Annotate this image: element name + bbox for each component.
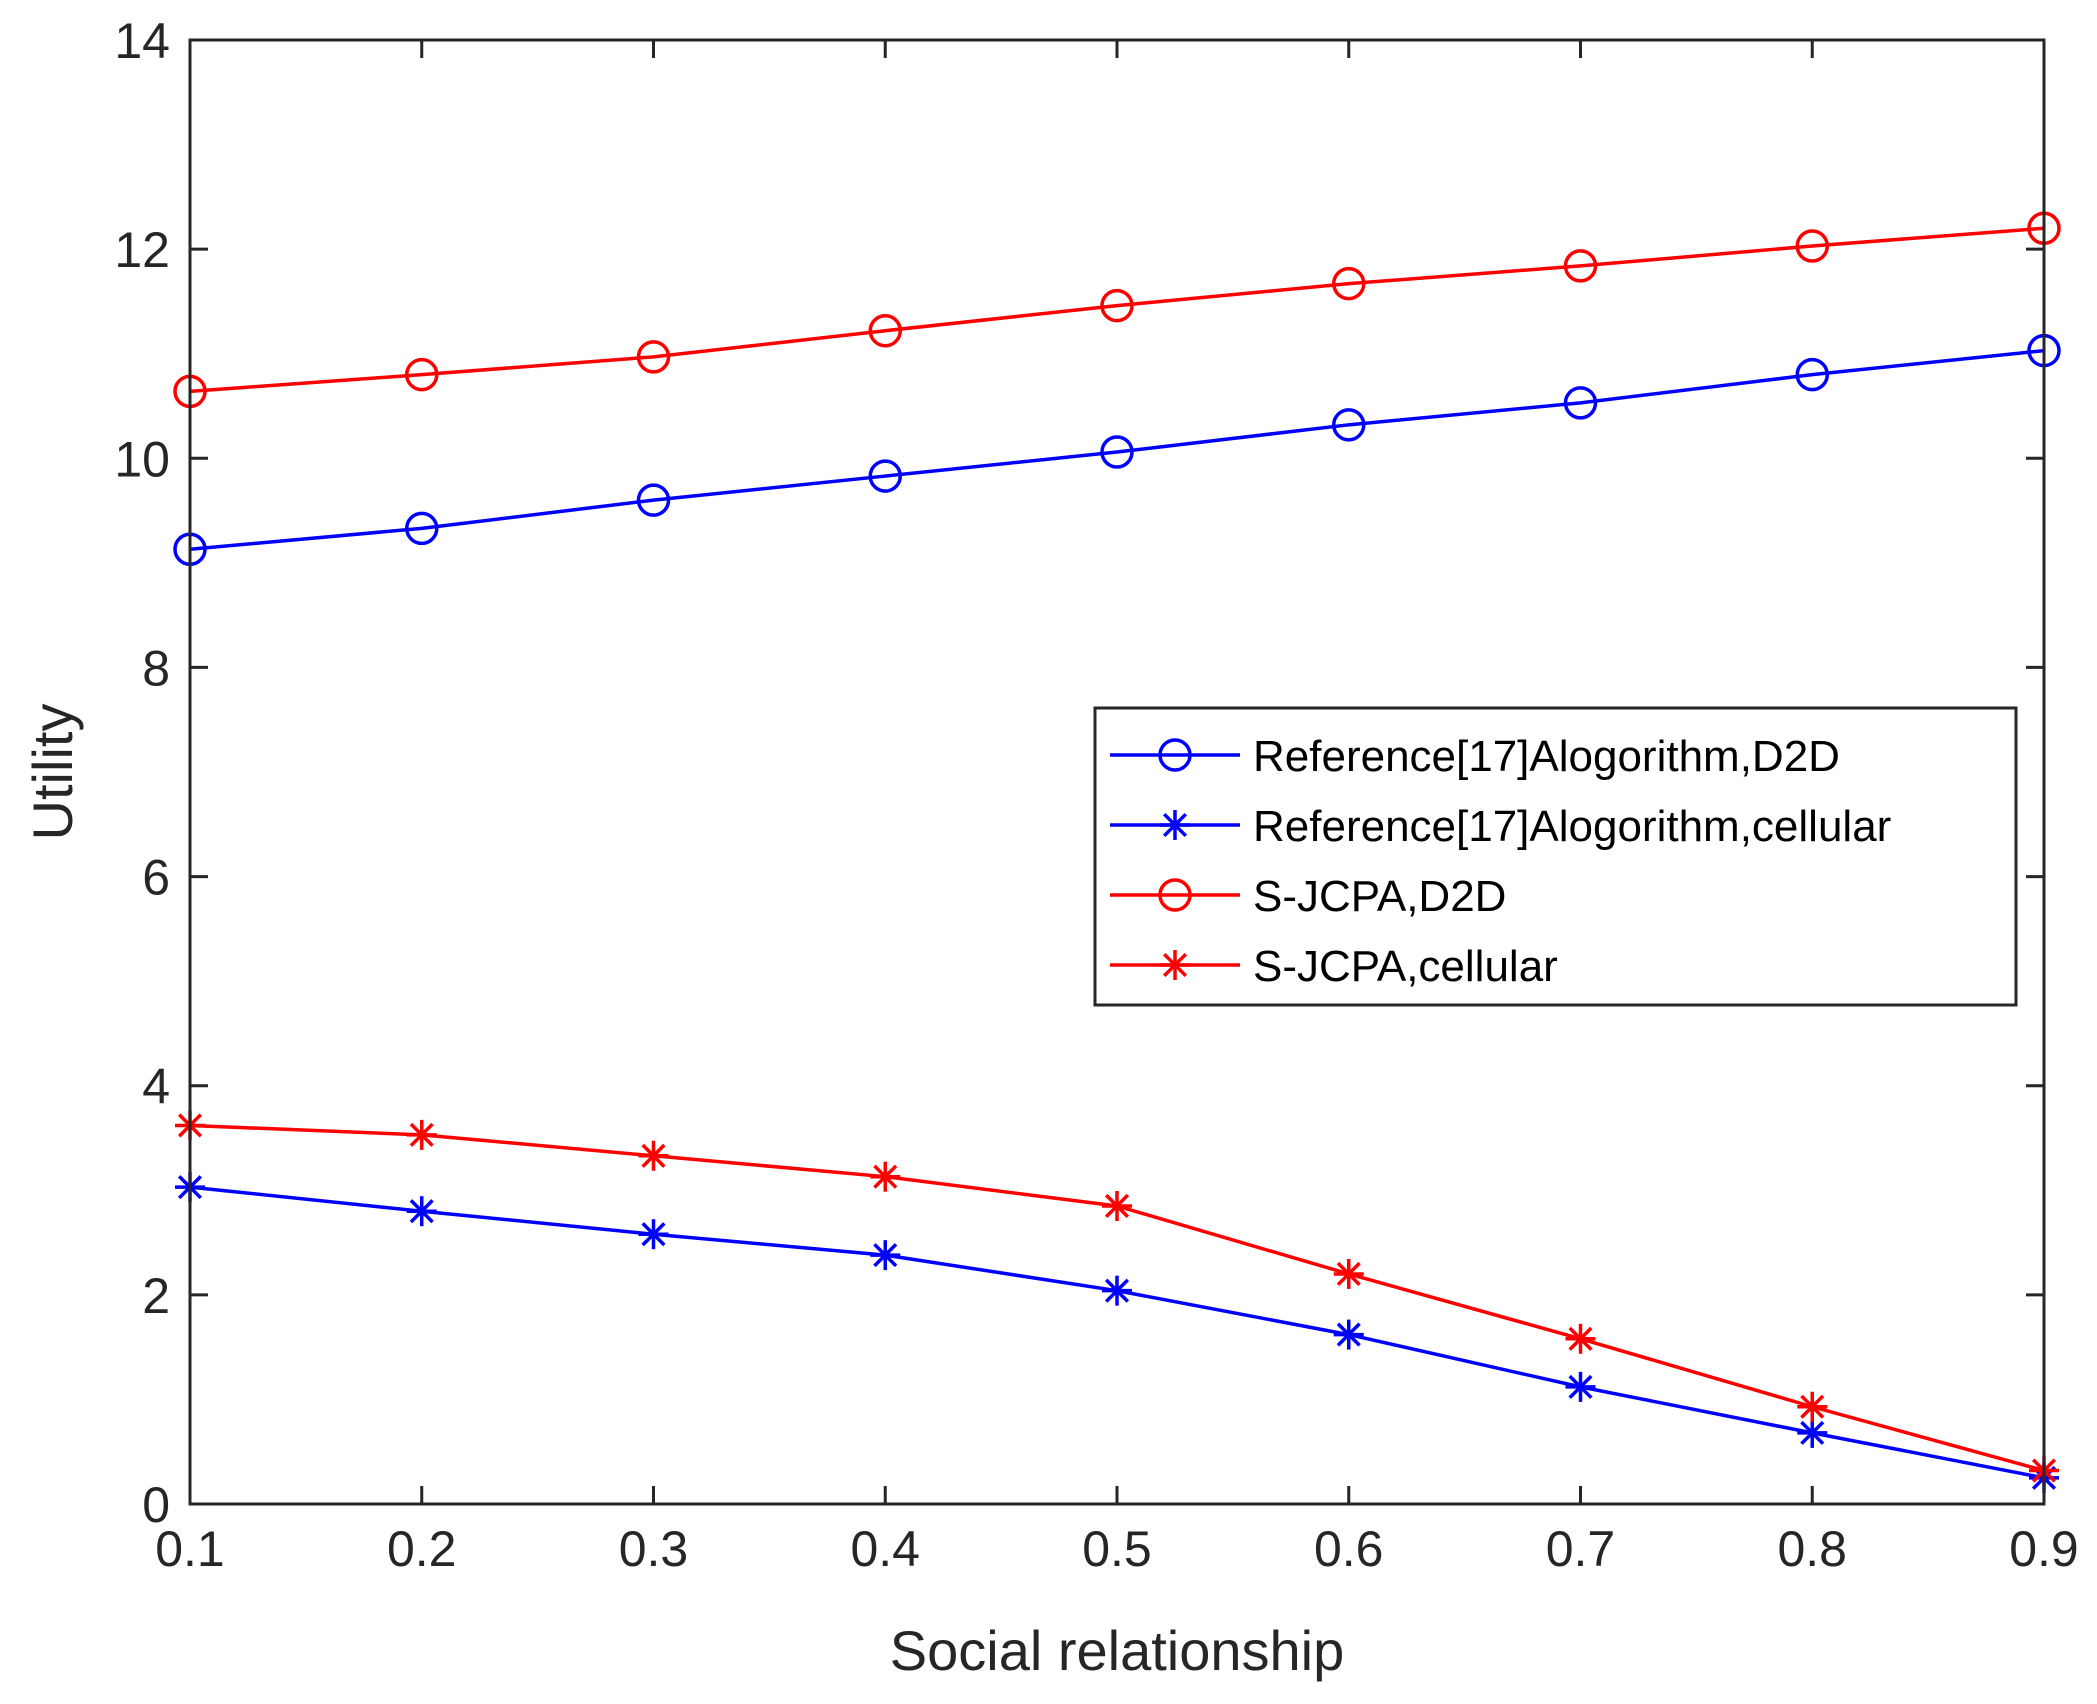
series-3-point-3 xyxy=(636,340,671,374)
series-4-point-6 xyxy=(1333,1258,1364,1289)
legend-label-3: S-JCPA,D2D xyxy=(1253,872,1506,921)
y-tick-label-1: 0 xyxy=(142,1477,170,1533)
series-2-point-3 xyxy=(638,1219,669,1250)
series-3-point-6 xyxy=(1332,266,1366,301)
y-tick-label-4: 6 xyxy=(142,850,170,906)
y-tick-label-7: 12 xyxy=(114,222,170,278)
x-tick-label-9: 0.9 xyxy=(2009,1521,2079,1577)
y-tick-label-8: 14 xyxy=(114,13,170,69)
series-4-point-7 xyxy=(1565,1323,1596,1354)
legend-item-2: Reference[17]Alogorithm,cellular xyxy=(1110,802,1891,851)
series-2 xyxy=(175,1172,2059,1493)
y-tick-label-6: 10 xyxy=(114,431,170,487)
y-tick-label-2: 2 xyxy=(142,1268,170,1324)
x-tick-label-2: 0.2 xyxy=(387,1521,457,1577)
legend-marker-3 xyxy=(1158,878,1192,912)
series-2-point-2 xyxy=(406,1196,437,1227)
series-4-point-8 xyxy=(1797,1391,1828,1422)
legend-item-1: Reference[17]Alogorithm,D2D xyxy=(1110,732,1840,781)
series-3-point-7 xyxy=(1563,249,1598,283)
y-tick-label-3: 4 xyxy=(142,1059,170,1115)
series-layer xyxy=(173,211,2061,1493)
legend-marker-4 xyxy=(1160,950,1190,980)
series-1-point-3 xyxy=(636,483,671,517)
series-4-point-2 xyxy=(406,1119,437,1150)
series-1-point-6 xyxy=(1332,408,1366,442)
legend-label-4: S-JCPA,cellular xyxy=(1253,942,1558,991)
x-tick-label-5: 0.5 xyxy=(1082,1521,1152,1577)
series-3 xyxy=(173,211,2061,409)
series-4-point-4 xyxy=(870,1161,901,1192)
x-axis-label: Social relationship xyxy=(890,1619,1344,1682)
legend-marker-1 xyxy=(1158,738,1192,772)
series-1-point-8 xyxy=(1795,357,1829,392)
series-1-point-5 xyxy=(1100,435,1134,469)
legend-item-3: S-JCPA,D2D xyxy=(1110,872,1506,921)
series-3-point-2 xyxy=(405,357,439,392)
y-tick-label-5: 8 xyxy=(142,640,170,696)
axes-layer: 0.1 0.2 0.3 0.4 0.5 0.6 0.7 0.8 0.9 0 2 4 6 8 10 12 14 xyxy=(114,13,2078,1577)
y-axis-label: Utility xyxy=(21,704,84,841)
x-tick-label-6: 0.6 xyxy=(1314,1521,1384,1577)
legend-label-1: Reference[17]Alogorithm,D2D xyxy=(1253,732,1840,781)
series-3-point-8 xyxy=(1795,229,1829,263)
series-3-point-4 xyxy=(868,313,902,348)
series-4-point-5 xyxy=(1102,1190,1132,1221)
series-1-point-7 xyxy=(1563,386,1598,420)
series-2-point-8 xyxy=(1797,1417,1828,1448)
legend: Reference[17]Alogorithm,D2D Reference[17]… xyxy=(1093,706,2018,1007)
x-tick-label-8: 0.8 xyxy=(1777,1521,1847,1577)
x-tick-label-1: 0.1 xyxy=(155,1521,225,1577)
series-2-point-5 xyxy=(1102,1275,1132,1306)
series-3-point-5 xyxy=(1100,288,1134,323)
legend-item-4: S-JCPA,cellular xyxy=(1110,942,1558,991)
legend-items: Reference[17]Alogorithm,D2D Reference[17]… xyxy=(1110,732,1891,991)
legend-marker-2 xyxy=(1160,810,1190,840)
legend-label-2: Reference[17]Alogorithm,cellular xyxy=(1253,802,1891,851)
series-1-line xyxy=(189,348,2045,552)
series-1-point-2 xyxy=(405,511,439,546)
x-tick-label-3: 0.3 xyxy=(619,1521,689,1577)
legend-box xyxy=(1093,706,2018,1007)
series-1-point-4 xyxy=(868,459,902,493)
x-tick-label-4: 0.4 xyxy=(850,1521,920,1577)
series-2-point-6 xyxy=(1333,1319,1364,1350)
series-3-line xyxy=(189,226,2045,394)
series-2-point-7 xyxy=(1565,1371,1596,1402)
series-4-point-3 xyxy=(638,1140,669,1171)
x-tick-label-7: 0.7 xyxy=(1546,1521,1616,1577)
series-1 xyxy=(173,333,2061,567)
series-2-point-4 xyxy=(870,1240,901,1271)
